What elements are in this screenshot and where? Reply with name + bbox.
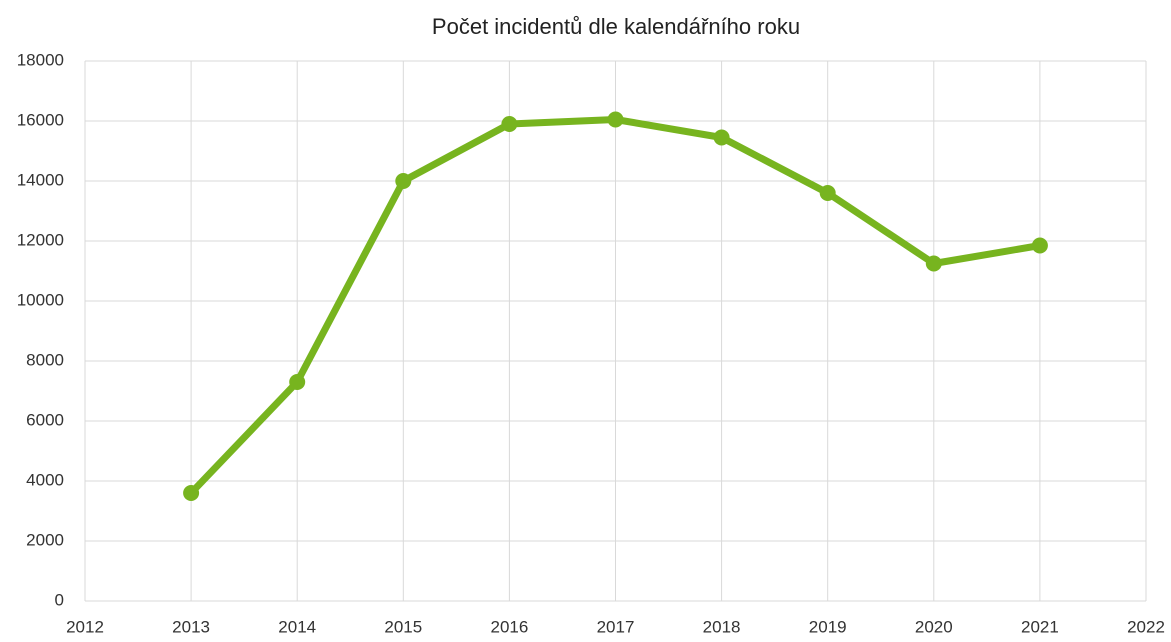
x-tick-label: 2021 (1021, 617, 1059, 636)
y-tick-label: 2000 (26, 530, 64, 549)
y-tick-label: 12000 (17, 230, 64, 249)
y-tick-label: 10000 (17, 290, 64, 309)
data-point (713, 129, 730, 146)
data-point (289, 374, 306, 390)
y-tick-label: 4000 (26, 470, 64, 489)
y-tick-label: 8000 (26, 350, 64, 369)
data-point (395, 173, 412, 189)
x-tick-label: 2019 (809, 617, 847, 636)
data-point (607, 111, 624, 128)
x-tick-label: 2014 (278, 617, 316, 636)
data-point (183, 485, 200, 501)
data-point (501, 116, 518, 132)
data-point (819, 185, 836, 201)
y-tick-label: 6000 (26, 410, 64, 429)
y-tick-label: 0 (55, 590, 64, 609)
y-tick-label: 18000 (17, 50, 64, 69)
x-tick-label: 2012 (66, 617, 104, 636)
data-point (1031, 237, 1048, 254)
y-tick-label: 16000 (17, 110, 64, 129)
x-tick-label: 2015 (384, 617, 422, 636)
x-tick-label: 2020 (915, 617, 953, 636)
data-point (925, 255, 942, 272)
x-tick-label: 2018 (703, 617, 741, 636)
chart-title: Počet incidentů dle kalendářního roku (432, 14, 800, 39)
y-tick-label: 14000 (17, 170, 64, 189)
x-tick-label: 2017 (597, 617, 635, 636)
x-tick-label: 2013 (172, 617, 210, 636)
x-tick-label: 2016 (490, 617, 528, 636)
x-tick-label: 2022 (1127, 617, 1165, 636)
